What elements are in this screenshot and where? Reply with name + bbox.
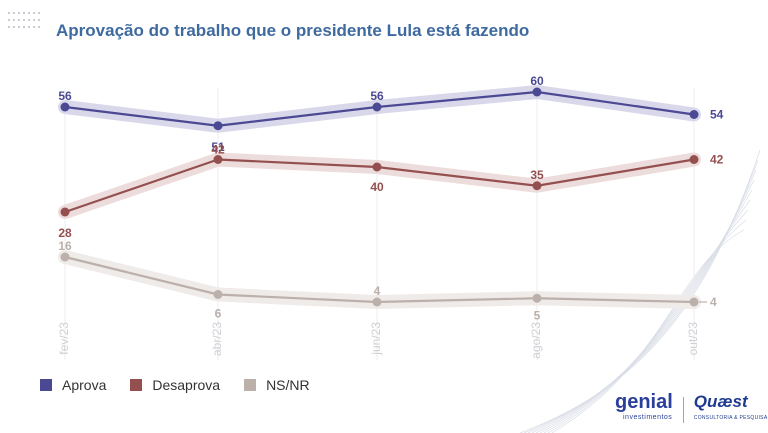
data-point — [60, 207, 70, 217]
data-label: 28 — [58, 226, 72, 240]
genial-logo: genial investimentos — [615, 391, 673, 426]
series-points — [60, 87, 699, 307]
legend-label-desaprova: Desaprova — [152, 377, 221, 393]
legend-item-desaprova: Desaprova — [130, 377, 220, 393]
dotted-grid-decoration — [8, 12, 40, 28]
legend-swatch-aprova — [40, 379, 52, 391]
data-point — [60, 252, 70, 262]
data-label: 51 — [211, 140, 225, 154]
quaest-logo: Quæst CONSULTORIA & PESQUISA — [693, 392, 768, 426]
data-label: 6 — [215, 307, 222, 321]
data-label: 54 — [710, 108, 724, 122]
x-tick-label: abr/23 — [210, 322, 224, 356]
x-tick-label: ago/23 — [529, 322, 543, 359]
chart-title: Aprovação do trabalho que o presidente L… — [56, 21, 530, 40]
data-point — [689, 297, 699, 307]
data-label: 40 — [370, 180, 384, 194]
legend-label-aprova: Aprova — [62, 377, 107, 393]
legend-item-nsnr: NS/NR — [244, 377, 310, 393]
wave-line — [539, 199, 751, 433]
data-label: 35 — [530, 168, 544, 182]
wave-line — [551, 229, 745, 433]
data-label: 5 — [534, 308, 541, 322]
legend-item-aprova: Aprova — [40, 377, 106, 393]
logo-divider — [682, 397, 684, 423]
data-point — [60, 102, 70, 112]
x-tick-label: jun/23 — [369, 322, 383, 356]
data-label: 56 — [370, 89, 384, 103]
data-label: 60 — [530, 74, 544, 88]
data-point — [372, 102, 382, 112]
data-point — [213, 155, 223, 164]
x-tick-label: fev/23 — [57, 322, 71, 355]
data-point — [532, 293, 542, 303]
legend-label-nsnr: NS/NR — [266, 377, 310, 393]
data-point — [689, 110, 699, 119]
wave-line — [531, 179, 755, 433]
data-point — [372, 297, 382, 307]
wave-line — [547, 219, 747, 433]
data-point — [532, 87, 542, 97]
data-point — [532, 181, 542, 191]
data-label: 4 — [374, 284, 381, 298]
legend: Aprova Desaprova NS/NR — [40, 377, 310, 393]
series-bands — [58, 85, 701, 309]
data-point — [213, 121, 223, 131]
brand-logos: genial investimentos Quæst CONSULTORIA &… — [615, 391, 768, 426]
x-axis: fev/23 abr/23 jun/23 ago/23 out/23 — [57, 88, 700, 360]
genial-logo-subtext: investimentos — [623, 414, 673, 421]
genial-logo-text: genial — [615, 391, 673, 413]
wave-line — [535, 189, 753, 433]
data-label: 56 — [58, 89, 72, 103]
data-point — [372, 162, 382, 172]
wave-line — [543, 209, 749, 433]
data-label: 42 — [710, 153, 724, 167]
quaest-logo-subtext: CONSULTORIA & PESQUISA — [693, 415, 768, 421]
data-point — [689, 155, 699, 164]
legend-swatch-nsnr — [244, 379, 257, 391]
quaest-logo-text: Quæst — [693, 392, 748, 411]
data-point — [213, 290, 223, 299]
data-label: 16 — [58, 239, 72, 253]
data-label: 42 — [211, 143, 225, 157]
x-tick-label: out/23 — [686, 322, 700, 356]
wave-decoration — [519, 149, 761, 433]
data-label: 4 — [710, 295, 717, 309]
legend-swatch-desaprova — [130, 379, 143, 391]
